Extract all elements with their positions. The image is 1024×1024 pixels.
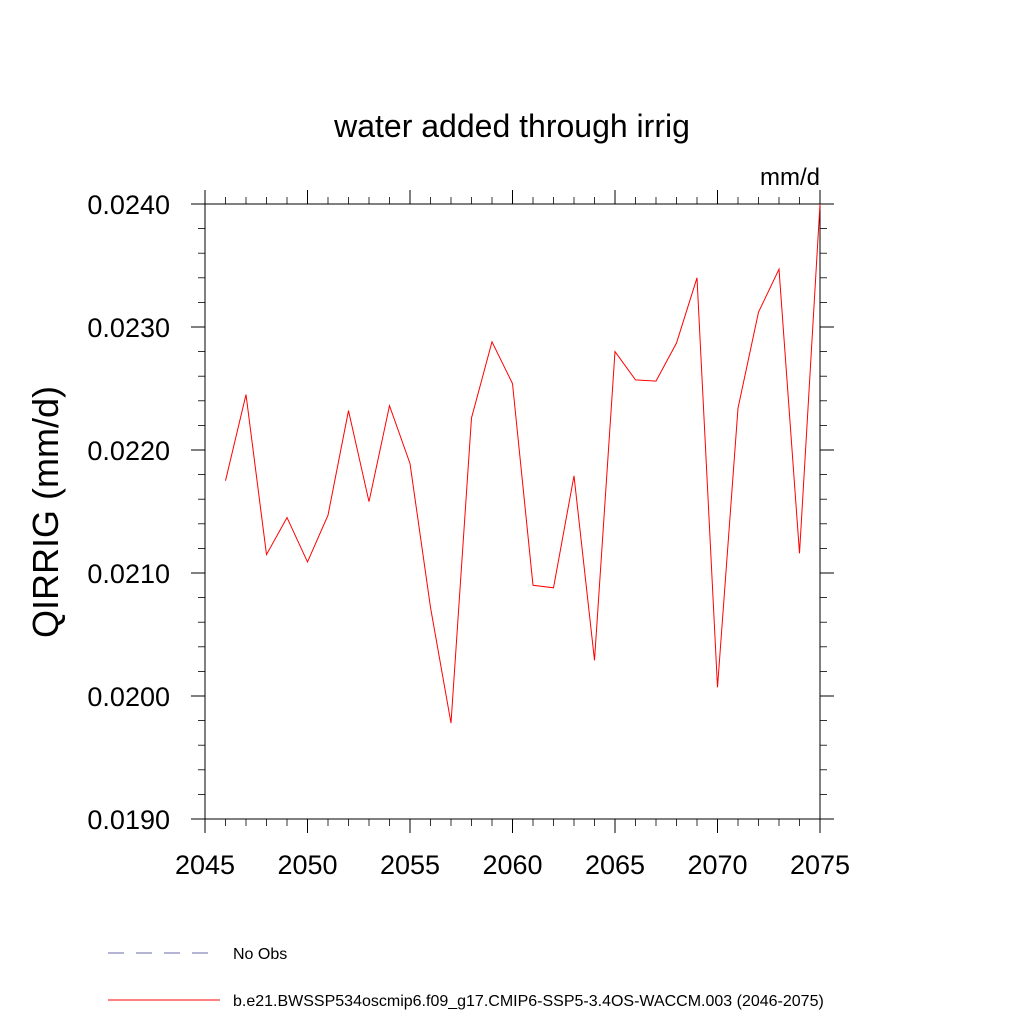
y-tick-label: 0.0240 [87,190,170,220]
x-tick-label: 2060 [482,850,542,880]
series-line [225,203,821,724]
x-tick-label: 2050 [277,850,337,880]
axes: 2045 2050 2055 2060 2065 2070 2075 0.0190 0.0200… [87,190,850,880]
legend: No Obs b.e21.BWSSP534oscmip6.f09_g17.CMIP… [108,946,824,1010]
y-tick-label: 0.0200 [87,682,170,712]
x-tick-label: 2045 [175,850,235,880]
legend-label: No Obs [233,946,287,963]
units-label: mm/d [760,164,820,191]
x-tick-label: 2065 [585,850,645,880]
series-layer [225,203,821,724]
chart-title: water added through irrig [333,108,690,144]
legend-label: b.e21.BWSSP534oscmip6.f09_g17.CMIP6-SSP5… [233,993,824,1010]
y-axis-label: QIRRIG (mm/d) [25,386,66,638]
x-tick-label: 2070 [687,850,747,880]
y-tick-label: 0.0220 [87,436,170,466]
x-tick-label: 2055 [380,850,440,880]
y-tick-label: 0.0210 [87,559,170,589]
plot-frame [204,203,821,820]
y-tick-label: 0.0190 [87,805,170,835]
y-tick-label: 0.0230 [87,313,170,343]
x-tick-label: 2075 [790,850,850,880]
